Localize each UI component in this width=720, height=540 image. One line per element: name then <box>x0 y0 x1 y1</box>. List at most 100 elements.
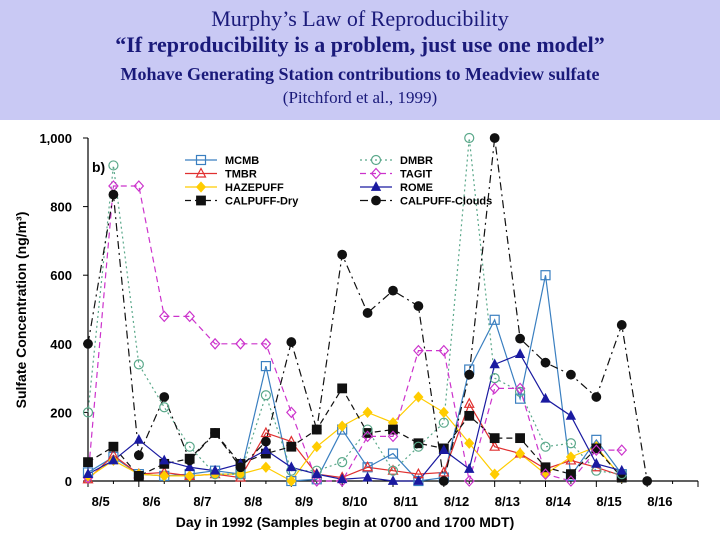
sulfate-chart: 0 200 400 600 800 1,000 8/5 8/6 8/7 8/8 8/9 8/10 8/1… <box>13 131 699 530</box>
data-point-calpuff-clouds <box>210 428 220 438</box>
legend-label-calpuff-dry: CALPUFF-Dry <box>225 196 299 208</box>
data-point-tagit <box>565 475 577 487</box>
data-point-tagit <box>184 310 195 323</box>
data-point-mcmb <box>489 314 500 325</box>
series-line-calpuff-clouds <box>87 137 648 482</box>
data-point-dmbr <box>540 441 551 452</box>
data-point-tagit <box>286 406 297 419</box>
data-point-dmbr <box>82 407 94 418</box>
data-point-rome <box>362 471 373 482</box>
x-tick-label: 8/6 <box>143 494 161 509</box>
data-point-dmbr <box>464 132 475 144</box>
data-point-rome <box>260 444 272 455</box>
data-point-dmbr <box>337 457 348 468</box>
data-point-rome <box>616 464 627 475</box>
series-line-tagit <box>87 185 622 482</box>
data-point-hazepuff <box>311 441 322 453</box>
data-point-hazepuff <box>184 470 195 482</box>
data-point-tagit <box>438 344 450 357</box>
data-point-calpuff-clouds <box>133 450 144 461</box>
x-tick-label: 8/5 <box>92 494 110 509</box>
data-point-tmbr <box>387 464 399 475</box>
data-point-dmbr <box>133 359 144 370</box>
legend-label-mcmb: MCMB <box>225 155 259 167</box>
data-point-hazepuff <box>159 470 170 482</box>
y-tick-label: 800 <box>50 200 72 215</box>
y-tick-label: 200 <box>50 405 72 420</box>
data-point-tagit <box>133 180 145 192</box>
data-point-dmbr <box>159 402 170 413</box>
x-tick-label: 8/8 <box>244 494 262 509</box>
data-point-calpuff-clouds <box>566 369 576 380</box>
data-point-tmbr <box>260 426 272 438</box>
data-point-rome <box>133 433 144 444</box>
series-line-hazepuff <box>87 396 623 482</box>
data-point-calpuff-clouds <box>464 369 475 380</box>
data-point-calpuff-dry <box>362 428 373 438</box>
slide-subtitle: Mohave Generating Station contributions … <box>120 64 600 84</box>
x-tick-label: 8/13 <box>495 494 520 509</box>
data-point-calpuff-dry <box>388 424 398 435</box>
data-point-hazepuff <box>362 406 373 418</box>
data-point-calpuff-dry <box>464 410 475 421</box>
panel-label: b) <box>92 159 105 175</box>
data-point-calpuff-dry <box>108 441 119 452</box>
legend-label-tmbr: TMBR <box>225 169 257 181</box>
data-point-tmbr <box>362 460 374 472</box>
data-point-dmbr <box>514 386 526 397</box>
data-point-tagit <box>616 444 628 457</box>
data-point-dmbr <box>438 417 449 428</box>
data-point-dmbr <box>184 441 195 452</box>
data-point-dmbr <box>260 390 272 401</box>
data-point-tmbr <box>489 440 501 451</box>
data-point-tmbr <box>438 466 450 477</box>
data-point-tagit <box>413 344 424 357</box>
data-point-tagit <box>235 337 246 350</box>
data-point-rome <box>337 473 348 484</box>
data-point-calpuff-clouds <box>83 338 93 349</box>
data-point-dmbr <box>413 441 424 452</box>
x-tick-label: 8/10 <box>342 494 367 509</box>
legend-marker-hazepuff <box>195 181 207 193</box>
legend-label-dmbr: DMBR <box>400 155 433 167</box>
data-point-hazepuff <box>438 406 449 418</box>
legend-marker-tagit <box>370 167 382 180</box>
data-point-rome <box>311 468 322 479</box>
slide-header: Murphy’s Law of Reproducibility “If repr… <box>0 0 720 120</box>
x-axis-title: Day in 1992 (Samples begin at 0700 and 1… <box>176 514 514 530</box>
legend-marker-mcmb <box>195 154 207 166</box>
data-point-calpuff-clouds <box>591 392 602 402</box>
data-point-calpuff-dry <box>286 441 297 452</box>
data-point-tagit <box>362 430 373 443</box>
data-point-rome <box>159 454 170 465</box>
data-point-calpuff-dry <box>337 383 348 394</box>
data-point-calpuff-clouds <box>337 249 348 260</box>
data-point-rome <box>464 463 475 473</box>
slide-citation: (Pitchford et al., 1999) <box>282 88 438 107</box>
data-point-rome <box>209 464 221 475</box>
data-point-tagit <box>387 430 399 443</box>
data-point-tagit <box>158 310 170 323</box>
data-point-calpuff-clouds <box>642 476 653 486</box>
data-point-hazepuff <box>260 461 271 473</box>
data-point-mcmb <box>540 270 551 281</box>
legend-marker-tmbr <box>195 167 207 178</box>
data-point-dmbr <box>362 424 373 435</box>
data-point-tmbr <box>463 397 475 408</box>
data-point-tagit <box>489 382 500 395</box>
data-point-rome <box>591 457 602 468</box>
data-point-tagit <box>514 382 526 395</box>
series-lines <box>87 137 648 482</box>
x-tick-label: 8/7 <box>193 494 211 509</box>
data-point-dmbr <box>565 438 577 449</box>
data-point-calpuff-dry <box>566 469 576 480</box>
data-point-rome <box>540 392 551 403</box>
data-point-hazepuff <box>489 468 500 480</box>
data-point-rome <box>184 461 195 472</box>
data-point-calpuff-clouds <box>184 455 195 466</box>
data-point-hazepuff <box>565 451 576 463</box>
x-tick-label: 8/12 <box>444 494 469 509</box>
data-point-rome <box>514 348 526 358</box>
slide-title: Murphy’s Law of Reproducibility <box>211 6 509 31</box>
data-point-calpuff-clouds <box>489 133 500 143</box>
